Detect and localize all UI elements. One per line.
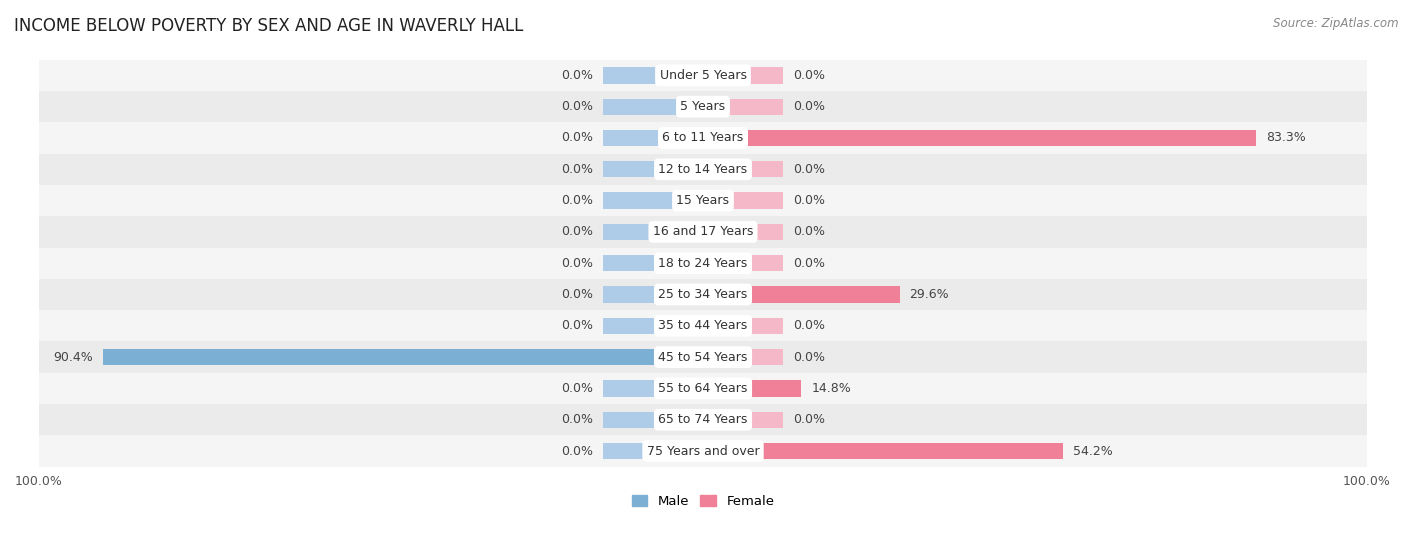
Text: 0.0%: 0.0%	[561, 319, 593, 332]
Text: 0.0%: 0.0%	[793, 163, 825, 176]
Text: 0.0%: 0.0%	[561, 194, 593, 207]
Text: INCOME BELOW POVERTY BY SEX AND AGE IN WAVERLY HALL: INCOME BELOW POVERTY BY SEX AND AGE IN W…	[14, 17, 523, 35]
Bar	[703, 286, 900, 302]
Bar	[603, 443, 703, 459]
Text: 0.0%: 0.0%	[793, 257, 825, 269]
Bar	[603, 161, 703, 177]
Text: 45 to 54 Years: 45 to 54 Years	[658, 350, 748, 363]
Bar	[39, 122, 1367, 154]
Bar	[603, 98, 703, 115]
Bar	[703, 192, 783, 209]
Text: 65 to 74 Years: 65 to 74 Years	[658, 413, 748, 426]
Text: 54.2%: 54.2%	[1073, 444, 1112, 457]
Text: 83.3%: 83.3%	[1267, 131, 1306, 144]
Text: 0.0%: 0.0%	[561, 257, 593, 269]
Text: Under 5 Years: Under 5 Years	[659, 69, 747, 82]
Text: 0.0%: 0.0%	[793, 319, 825, 332]
Bar	[703, 224, 783, 240]
Text: 0.0%: 0.0%	[561, 382, 593, 395]
Bar	[39, 435, 1367, 467]
Text: 12 to 14 Years: 12 to 14 Years	[658, 163, 748, 176]
Text: 25 to 34 Years: 25 to 34 Years	[658, 288, 748, 301]
Text: 0.0%: 0.0%	[793, 69, 825, 82]
Bar	[703, 349, 783, 365]
Bar	[703, 380, 801, 396]
Bar	[39, 185, 1367, 216]
Text: 0.0%: 0.0%	[561, 413, 593, 426]
Text: 16 and 17 Years: 16 and 17 Years	[652, 225, 754, 238]
Bar	[39, 60, 1367, 91]
Bar	[603, 224, 703, 240]
Text: 0.0%: 0.0%	[793, 350, 825, 363]
Text: 18 to 24 Years: 18 to 24 Years	[658, 257, 748, 269]
Text: 0.0%: 0.0%	[793, 413, 825, 426]
Text: 35 to 44 Years: 35 to 44 Years	[658, 319, 748, 332]
Bar	[703, 318, 783, 334]
Text: 29.6%: 29.6%	[910, 288, 949, 301]
Bar	[603, 411, 703, 428]
Bar	[39, 373, 1367, 404]
Text: 0.0%: 0.0%	[793, 194, 825, 207]
Bar	[39, 154, 1367, 185]
Text: Source: ZipAtlas.com: Source: ZipAtlas.com	[1274, 17, 1399, 30]
Text: 6 to 11 Years: 6 to 11 Years	[662, 131, 744, 144]
Text: 0.0%: 0.0%	[561, 69, 593, 82]
Bar	[39, 216, 1367, 248]
Bar	[603, 130, 703, 146]
Bar	[603, 286, 703, 302]
Bar	[703, 443, 1063, 459]
Legend: Male, Female: Male, Female	[626, 490, 780, 513]
Text: 15 Years: 15 Years	[676, 194, 730, 207]
Text: 0.0%: 0.0%	[793, 225, 825, 238]
Bar	[603, 255, 703, 271]
Bar	[39, 279, 1367, 310]
Text: 14.8%: 14.8%	[811, 382, 851, 395]
Bar	[103, 349, 703, 365]
Bar	[703, 98, 783, 115]
Bar	[39, 91, 1367, 122]
Bar	[603, 67, 703, 83]
Bar	[39, 342, 1367, 373]
Text: 0.0%: 0.0%	[561, 444, 593, 457]
Bar	[703, 411, 783, 428]
Text: 0.0%: 0.0%	[793, 100, 825, 113]
Text: 0.0%: 0.0%	[561, 225, 593, 238]
Text: 0.0%: 0.0%	[561, 100, 593, 113]
Bar	[603, 318, 703, 334]
Text: 90.4%: 90.4%	[53, 350, 93, 363]
Bar	[703, 161, 783, 177]
Text: 55 to 64 Years: 55 to 64 Years	[658, 382, 748, 395]
Bar	[39, 248, 1367, 279]
Text: 0.0%: 0.0%	[561, 288, 593, 301]
Text: 0.0%: 0.0%	[561, 131, 593, 144]
Text: 0.0%: 0.0%	[561, 163, 593, 176]
Bar	[703, 255, 783, 271]
Bar	[39, 310, 1367, 342]
Text: 5 Years: 5 Years	[681, 100, 725, 113]
Bar	[39, 404, 1367, 435]
Text: 75 Years and over: 75 Years and over	[647, 444, 759, 457]
Bar	[603, 380, 703, 396]
Bar	[703, 67, 783, 83]
Bar	[603, 192, 703, 209]
Bar	[703, 130, 1256, 146]
